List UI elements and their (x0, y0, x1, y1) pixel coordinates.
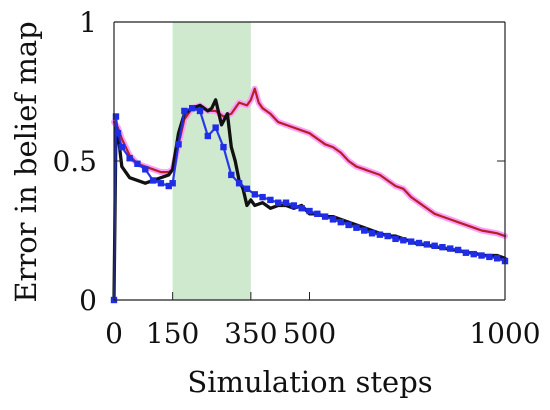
series-blue-point-50 (478, 252, 485, 259)
x-axis-label: Simulation steps (187, 365, 432, 399)
series-blue-point-26 (290, 202, 298, 209)
series-blue-point-40 (400, 237, 407, 244)
series-blue-point-5 (134, 160, 141, 167)
series-blue-point-12 (181, 107, 188, 115)
series-blue-point-48 (462, 249, 470, 256)
series-blue-point-33 (345, 221, 352, 229)
series-blue-point-16 (212, 124, 219, 131)
series-blue-point-29 (314, 210, 321, 218)
series-blue-point-18 (228, 171, 235, 179)
series-blue-point-9 (165, 182, 172, 190)
series-blue-point-52 (493, 255, 501, 262)
x-tick-label-4: 1000 (469, 317, 540, 350)
series-blue-point-21 (251, 191, 258, 198)
series-blue-point-45 (439, 243, 446, 251)
series-blue-point-19 (235, 180, 243, 187)
series-blue-point-36 (368, 230, 376, 237)
series-blue-point-28 (306, 207, 313, 215)
series-blue-point-49 (470, 250, 477, 258)
series-blue-point-44 (431, 242, 438, 249)
series-blue-point-46 (447, 245, 454, 252)
series-blue-point-4 (126, 155, 133, 162)
series-blue-point-7 (149, 177, 157, 184)
series-blue-point-37 (376, 231, 384, 238)
series-blue-point-11 (175, 141, 182, 148)
y-tick-label-2: 1 (79, 6, 97, 39)
series-blue-point-22 (259, 193, 266, 201)
series-blue-point-20 (243, 185, 251, 192)
series-blue-point-13 (189, 104, 196, 112)
series-blue-point-15 (204, 132, 212, 140)
series-blue-point-6 (142, 166, 149, 173)
series-blue-point-34 (353, 224, 360, 231)
series-blue-point-8 (157, 180, 165, 187)
highlight-band (172, 22, 251, 300)
series-blue-point-10 (169, 180, 176, 187)
series-blue-point-43 (423, 241, 430, 248)
series-blue-point-42 (415, 239, 423, 247)
series-blue-point-30 (321, 213, 329, 220)
series-blue-point-38 (384, 232, 391, 240)
series-blue-point-47 (454, 246, 462, 254)
x-tick-label-0: 0 (105, 317, 123, 350)
series-blue-point-51 (486, 253, 493, 261)
y-axis-label: Error in belief map (9, 21, 43, 302)
series-blue-point-14 (196, 107, 204, 115)
series-blue-point-17 (220, 143, 227, 151)
series-blue-point-1 (112, 113, 120, 120)
series-blue-point-24 (275, 199, 282, 206)
y-tick-label-0: 0 (79, 284, 97, 317)
series-blue-point-32 (337, 218, 344, 226)
series-blue-point-31 (329, 216, 337, 223)
series-blue-point-3 (118, 143, 126, 151)
series-blue-point-27 (298, 205, 305, 212)
x-tick-label-3: 500 (283, 317, 336, 350)
series-blue-point-39 (392, 235, 399, 243)
series-blue-point-41 (407, 238, 415, 245)
series-blue-point-2 (114, 130, 122, 137)
series-blue-point-35 (361, 227, 368, 234)
series-blue-point-25 (282, 199, 290, 206)
y-tick-label-1: 0.5 (52, 145, 97, 178)
x-tick-label-1: 150 (146, 317, 199, 350)
series-blue-point-23 (267, 196, 274, 204)
x-tick-label-2: 350 (224, 317, 277, 350)
